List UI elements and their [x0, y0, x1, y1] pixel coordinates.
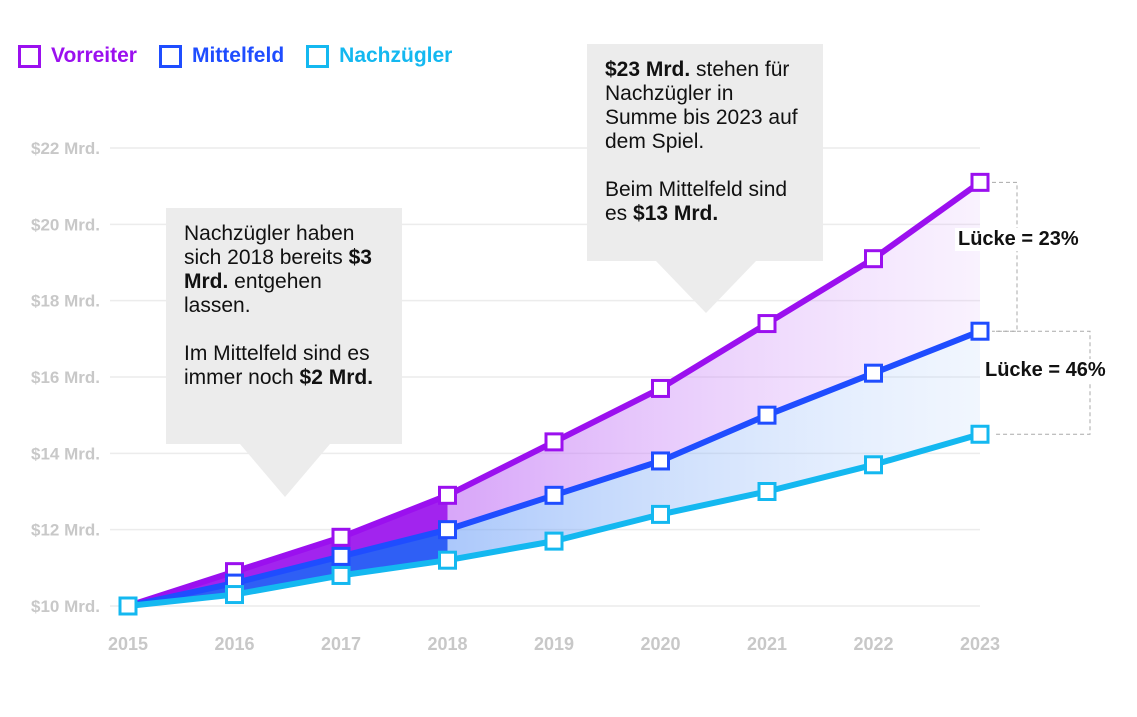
y-tick-label: $16 Mrd.: [31, 368, 100, 387]
y-tick-label: $14 Mrd.: [31, 444, 100, 463]
legend-label: Mittelfeld: [191, 44, 285, 67]
data-point: [757, 314, 777, 334]
legend-item-nachzuegler: Nachzügler: [306, 44, 452, 68]
y-tick-label: $18 Mrd.: [31, 292, 100, 311]
data-point: [544, 432, 564, 452]
data-point: [331, 565, 351, 585]
x-tick-label: 2018: [427, 634, 467, 654]
data-point: [651, 504, 670, 524]
gap-label-23: Lücke = 23%: [955, 228, 1082, 251]
data-point: [970, 172, 990, 192]
data-point: [970, 321, 990, 341]
x-tick-label: 2019: [534, 634, 574, 654]
data-point: [544, 531, 564, 551]
y-tick-label: $12 Mrd.: [31, 521, 100, 540]
y-tick-label: $20 Mrd.: [31, 215, 100, 234]
gap-bracket-46: [996, 330, 1091, 435]
x-tick-label: 2020: [640, 634, 680, 654]
data-point: [651, 378, 670, 398]
data-point: [438, 520, 457, 540]
gap-label-46: Lücke = 46%: [982, 359, 1109, 382]
y-tick-label: $10 Mrd.: [31, 597, 100, 616]
data-point: [544, 485, 564, 505]
x-tick-label: 2017: [321, 634, 361, 654]
callout-pointer: [656, 261, 756, 313]
data-point: [864, 249, 883, 269]
data-point: [970, 424, 990, 444]
x-tick-label: 2021: [747, 634, 787, 654]
gap-bracket-23: [992, 181, 1018, 332]
x-tick-label: 2023: [960, 634, 1000, 654]
data-point: [225, 585, 244, 605]
x-tick-label: 2015: [108, 634, 148, 654]
data-point: [864, 363, 883, 383]
data-point: [757, 482, 777, 501]
data-point: [118, 596, 138, 616]
callout-2018: Nachzügler haben sich 2018 bereits $3 Mr…: [166, 208, 402, 444]
data-point: [651, 451, 670, 471]
x-tick-label: 2022: [853, 634, 893, 654]
data-point: [757, 405, 777, 425]
data-point: [331, 527, 351, 547]
fill-vorreiter-mittelfeld: [128, 182, 980, 606]
y-tick-label: $22 Mrd.: [31, 139, 100, 158]
legend: Vorreiter Mittelfeld Nachzügler: [18, 44, 452, 68]
data-point: [438, 485, 457, 505]
square-marker-icon: [306, 44, 330, 68]
x-tick-label: 2016: [214, 634, 254, 654]
data-point: [331, 546, 351, 566]
legend-item-mittelfeld: Mittelfeld: [158, 44, 285, 68]
square-marker-icon: [18, 44, 41, 68]
callout-pointer: [240, 444, 330, 497]
callout-2023: $23 Mrd. stehen für Nachzügler in Summe …: [587, 44, 823, 261]
square-marker-icon: [158, 44, 182, 68]
fill-mittelfeld-nachzuegler: [128, 331, 980, 606]
data-point: [864, 455, 883, 475]
data-point: [438, 550, 457, 570]
legend-label: Vorreiter: [51, 44, 137, 67]
legend-item-vorreiter: Vorreiter: [18, 44, 137, 68]
legend-label: Nachzügler: [339, 44, 453, 67]
